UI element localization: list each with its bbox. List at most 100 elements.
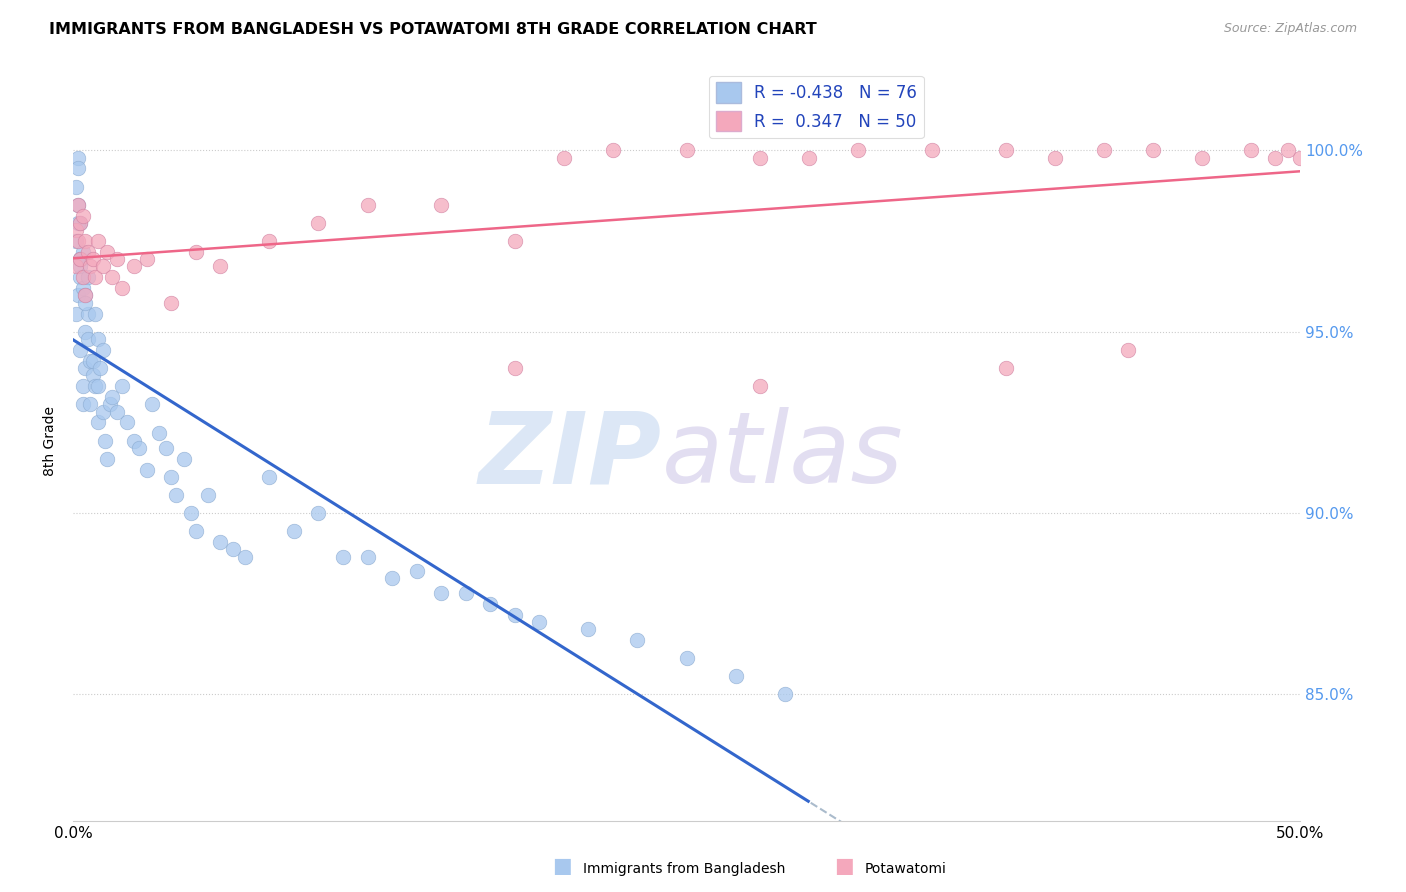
Point	[86, 234, 108, 248]
Point	[1092, 143, 1115, 157]
Point	[79, 260, 101, 274]
Point	[65, 223, 87, 237]
Text: atlas: atlas	[662, 408, 904, 504]
Point	[84, 307, 107, 321]
Point	[69, 252, 91, 267]
Text: Immigrants from Bangladesh: Immigrants from Bangladesh	[583, 862, 786, 876]
Point	[76, 244, 98, 259]
Text: Source: ZipAtlas.com: Source: ZipAtlas.com	[1223, 22, 1357, 36]
Point	[479, 597, 502, 611]
Point	[76, 307, 98, 321]
Point	[76, 270, 98, 285]
Point	[66, 161, 89, 176]
Point	[79, 397, 101, 411]
Point	[184, 524, 207, 539]
Point	[405, 564, 427, 578]
Legend: R = -0.438   N = 76, R =  0.347   N = 50: R = -0.438 N = 76, R = 0.347 N = 50	[709, 76, 924, 138]
Point	[101, 390, 124, 404]
Point	[503, 234, 526, 248]
Point	[283, 524, 305, 539]
Text: ZIP: ZIP	[479, 408, 662, 504]
Point	[332, 549, 354, 564]
Point	[675, 143, 697, 157]
Point	[75, 234, 97, 248]
Point	[111, 379, 134, 393]
Point	[96, 244, 118, 259]
Point	[994, 143, 1017, 157]
Point	[135, 462, 157, 476]
Point	[72, 281, 94, 295]
Point	[602, 143, 624, 157]
Point	[84, 379, 107, 393]
Point	[124, 260, 146, 274]
Point	[1264, 151, 1286, 165]
Point	[749, 151, 772, 165]
Point	[82, 353, 104, 368]
Point	[65, 179, 87, 194]
Point	[86, 416, 108, 430]
Point	[921, 143, 943, 157]
Point	[115, 416, 138, 430]
Point	[209, 260, 232, 274]
Text: ■: ■	[553, 856, 572, 876]
Point	[105, 404, 128, 418]
Point	[72, 379, 94, 393]
Point	[91, 404, 114, 418]
Point	[180, 506, 202, 520]
Point	[675, 651, 697, 665]
Point	[69, 270, 91, 285]
Point	[82, 252, 104, 267]
Point	[381, 571, 404, 585]
Point	[75, 361, 97, 376]
Point	[66, 151, 89, 165]
Point	[724, 669, 747, 683]
Point	[994, 361, 1017, 376]
Point	[184, 244, 207, 259]
Point	[86, 379, 108, 393]
Point	[503, 607, 526, 622]
Point	[259, 234, 281, 248]
Y-axis label: 8th Grade: 8th Grade	[44, 406, 58, 475]
Text: ■: ■	[834, 856, 853, 876]
Point	[233, 549, 256, 564]
Point	[98, 397, 121, 411]
Point	[86, 332, 108, 346]
Point	[308, 216, 330, 230]
Point	[66, 216, 89, 230]
Point	[165, 488, 187, 502]
Point	[1043, 151, 1066, 165]
Point	[553, 151, 575, 165]
Point	[356, 198, 378, 212]
Point	[69, 216, 91, 230]
Point	[1116, 343, 1139, 357]
Point	[79, 353, 101, 368]
Point	[773, 688, 796, 702]
Point	[148, 426, 170, 441]
Point	[94, 434, 117, 448]
Point	[626, 633, 648, 648]
Point	[84, 270, 107, 285]
Point	[209, 535, 232, 549]
Point	[72, 270, 94, 285]
Point	[576, 622, 599, 636]
Point	[1277, 143, 1299, 157]
Point	[111, 281, 134, 295]
Point	[356, 549, 378, 564]
Point	[308, 506, 330, 520]
Point	[128, 441, 150, 455]
Text: Potawatomi: Potawatomi	[865, 862, 946, 876]
Point	[69, 252, 91, 267]
Point	[75, 288, 97, 302]
Point	[160, 470, 183, 484]
Point	[66, 234, 89, 248]
Point	[1289, 151, 1312, 165]
Point	[66, 198, 89, 212]
Point	[82, 368, 104, 383]
Point	[101, 270, 124, 285]
Point	[91, 343, 114, 357]
Point	[135, 252, 157, 267]
Point	[430, 198, 453, 212]
Point	[75, 295, 97, 310]
Point	[1142, 143, 1164, 157]
Point	[89, 361, 111, 376]
